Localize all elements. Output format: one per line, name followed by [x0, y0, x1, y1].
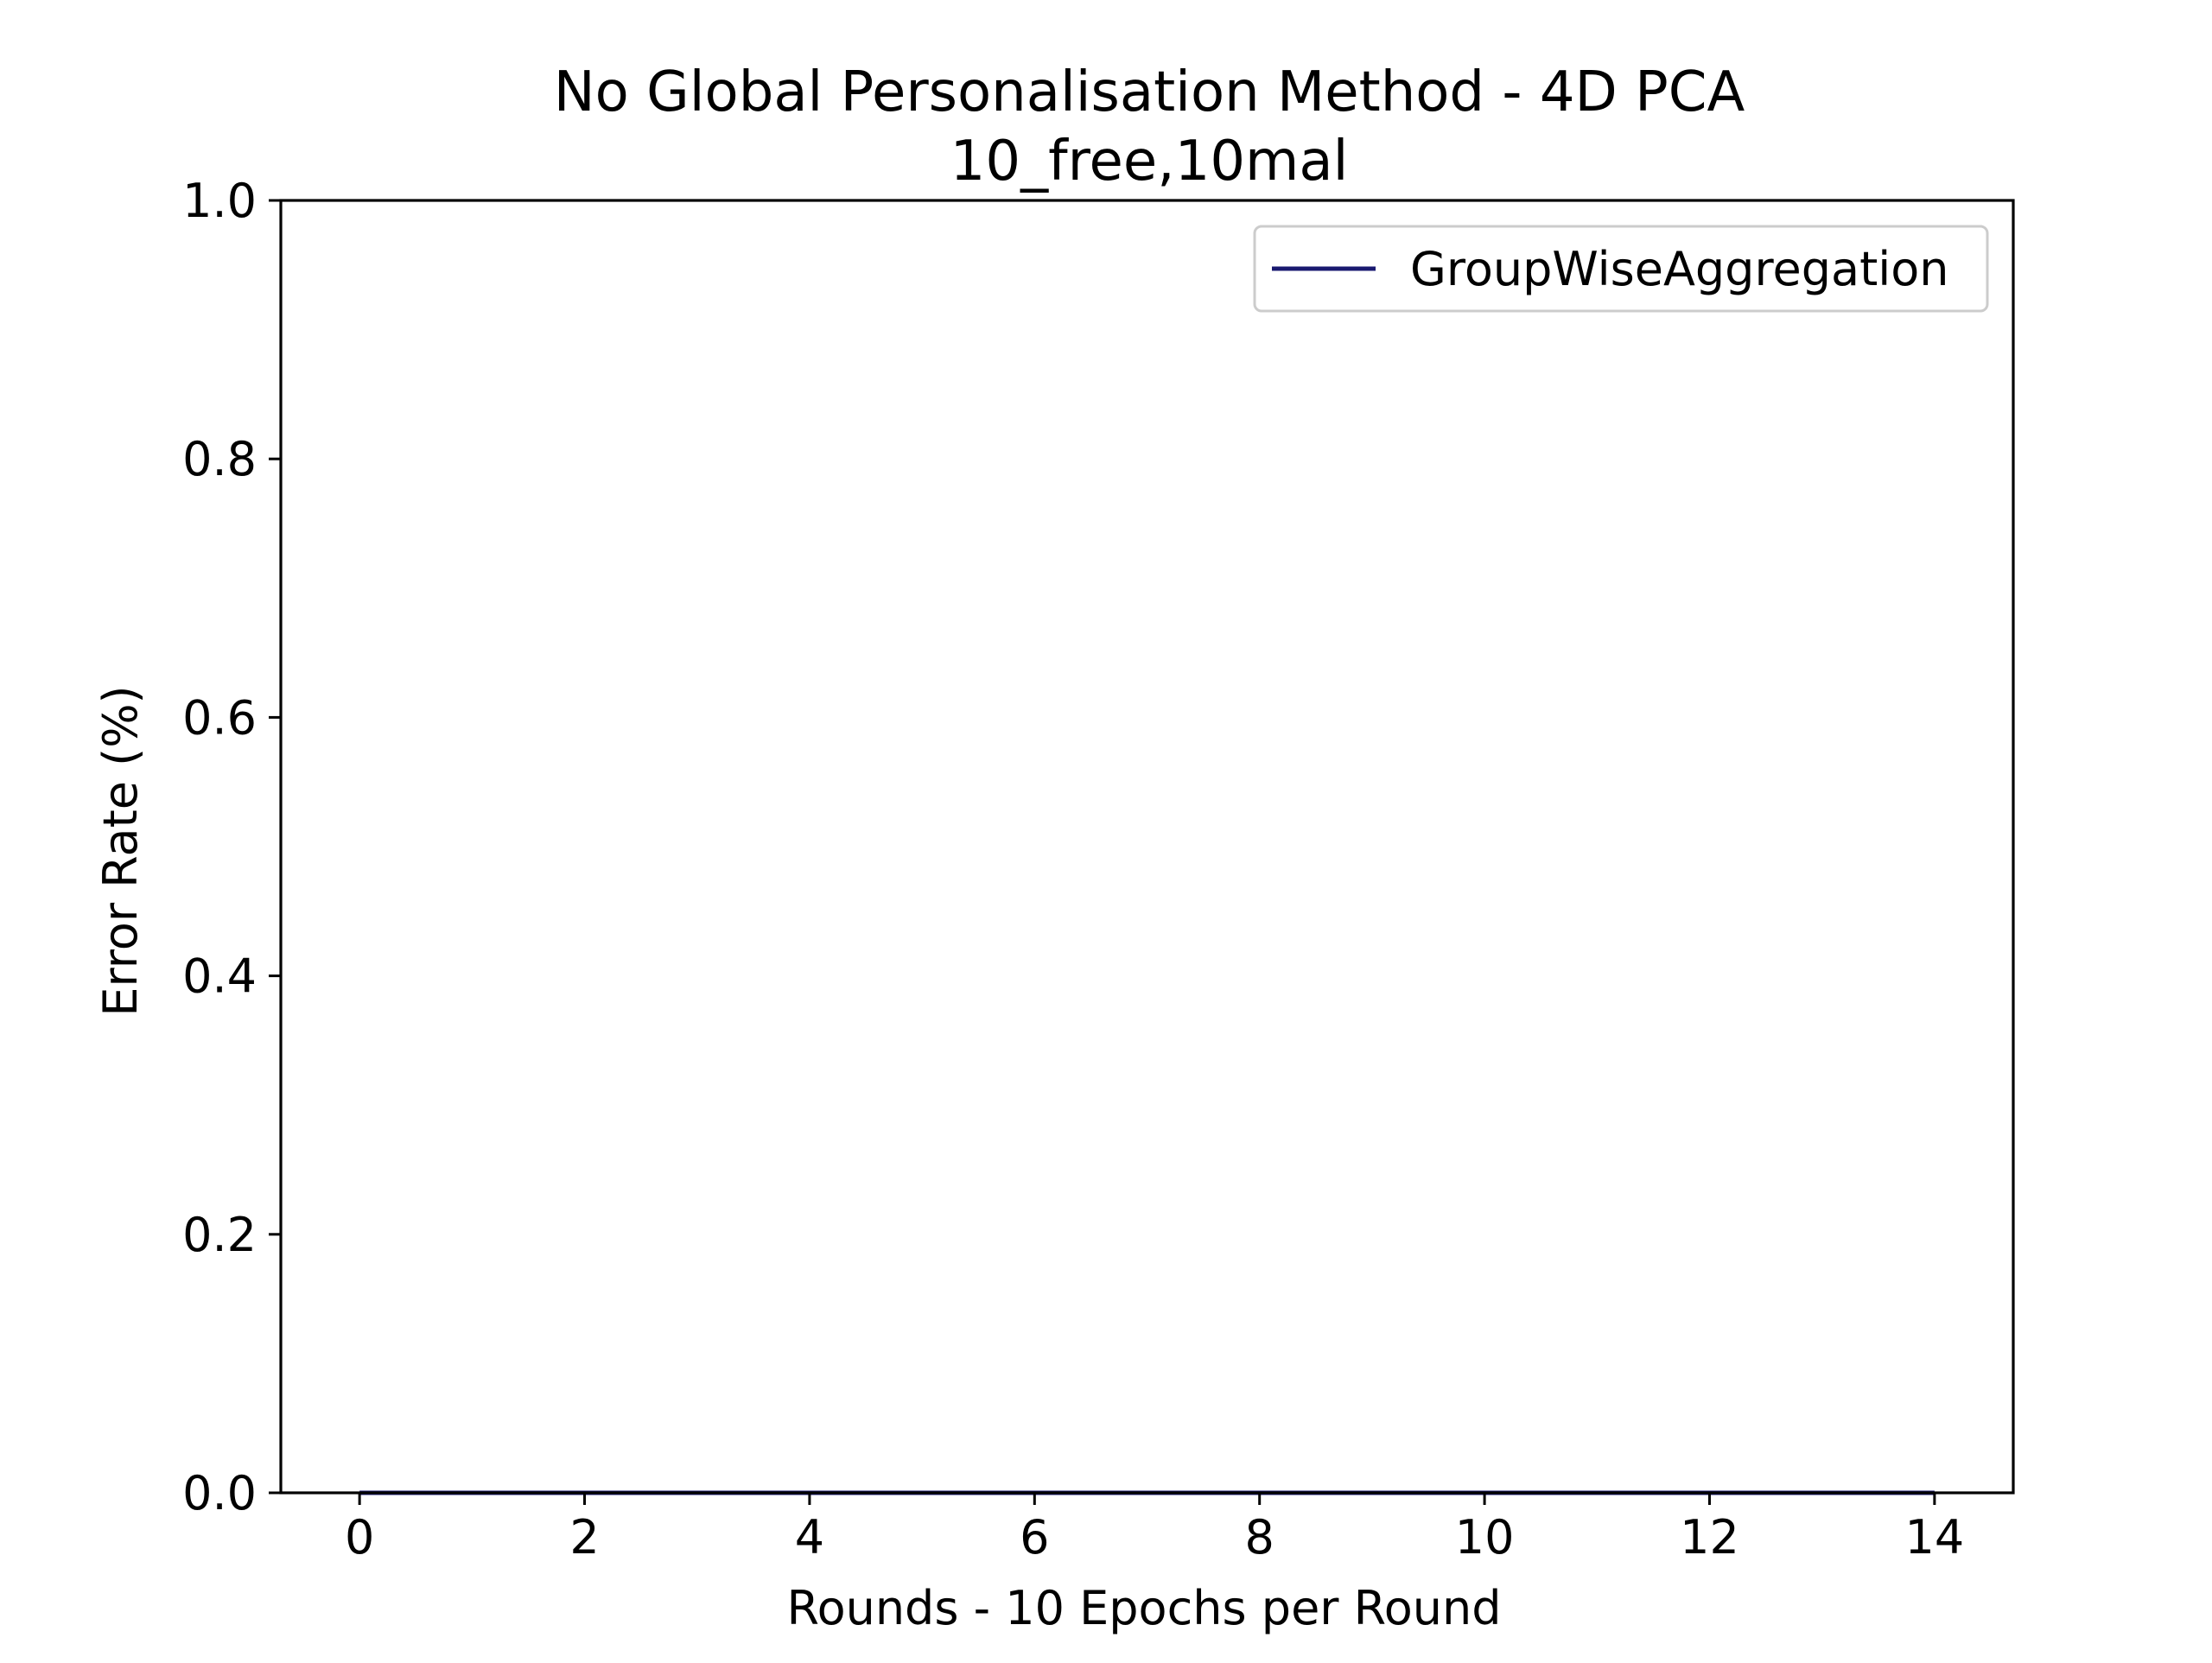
x-axis-label: Rounds - 10 Epochs per Round	[786, 1581, 1501, 1635]
legend-label-0: GroupWiseAggregation	[1410, 242, 1949, 296]
y-tick-label: 0.2	[182, 1208, 257, 1262]
x-tick-label: 14	[1905, 1510, 1965, 1565]
y-tick-label: 0.8	[182, 432, 257, 486]
y-axis-label: Error Rate (%)	[93, 685, 148, 1016]
x-tick-label: 4	[795, 1510, 824, 1565]
axes: 0 2 4 6 8 10 12 14 0.0 0.2 0.4 0.6 0.8 1.0	[182, 174, 2015, 1565]
y-tick-label: 0.0	[182, 1466, 257, 1520]
x-tick-label: 0	[345, 1510, 374, 1565]
legend-box	[1253, 225, 1989, 313]
y-tick-label: 0.6	[182, 690, 257, 745]
legend: GroupWiseAggregation	[1253, 225, 1989, 313]
x-tick-label: 2	[569, 1510, 599, 1565]
chart-subtitle: 10_free,10mal	[950, 130, 1349, 194]
x-tick-label: 12	[1680, 1510, 1739, 1565]
x-tick-label: 10	[1455, 1510, 1515, 1565]
x-tick-label: 8	[1245, 1510, 1274, 1565]
y-tick-label: 1.0	[182, 174, 257, 228]
chart-title: No Global Personalisation Method - 4D PC…	[554, 60, 1745, 124]
x-tick-label: 6	[1020, 1510, 1049, 1565]
plot-area	[281, 200, 2013, 1493]
plot-background	[281, 200, 2013, 1493]
y-tick-label: 0.4	[182, 949, 257, 1004]
axes-frame	[279, 199, 2015, 1495]
